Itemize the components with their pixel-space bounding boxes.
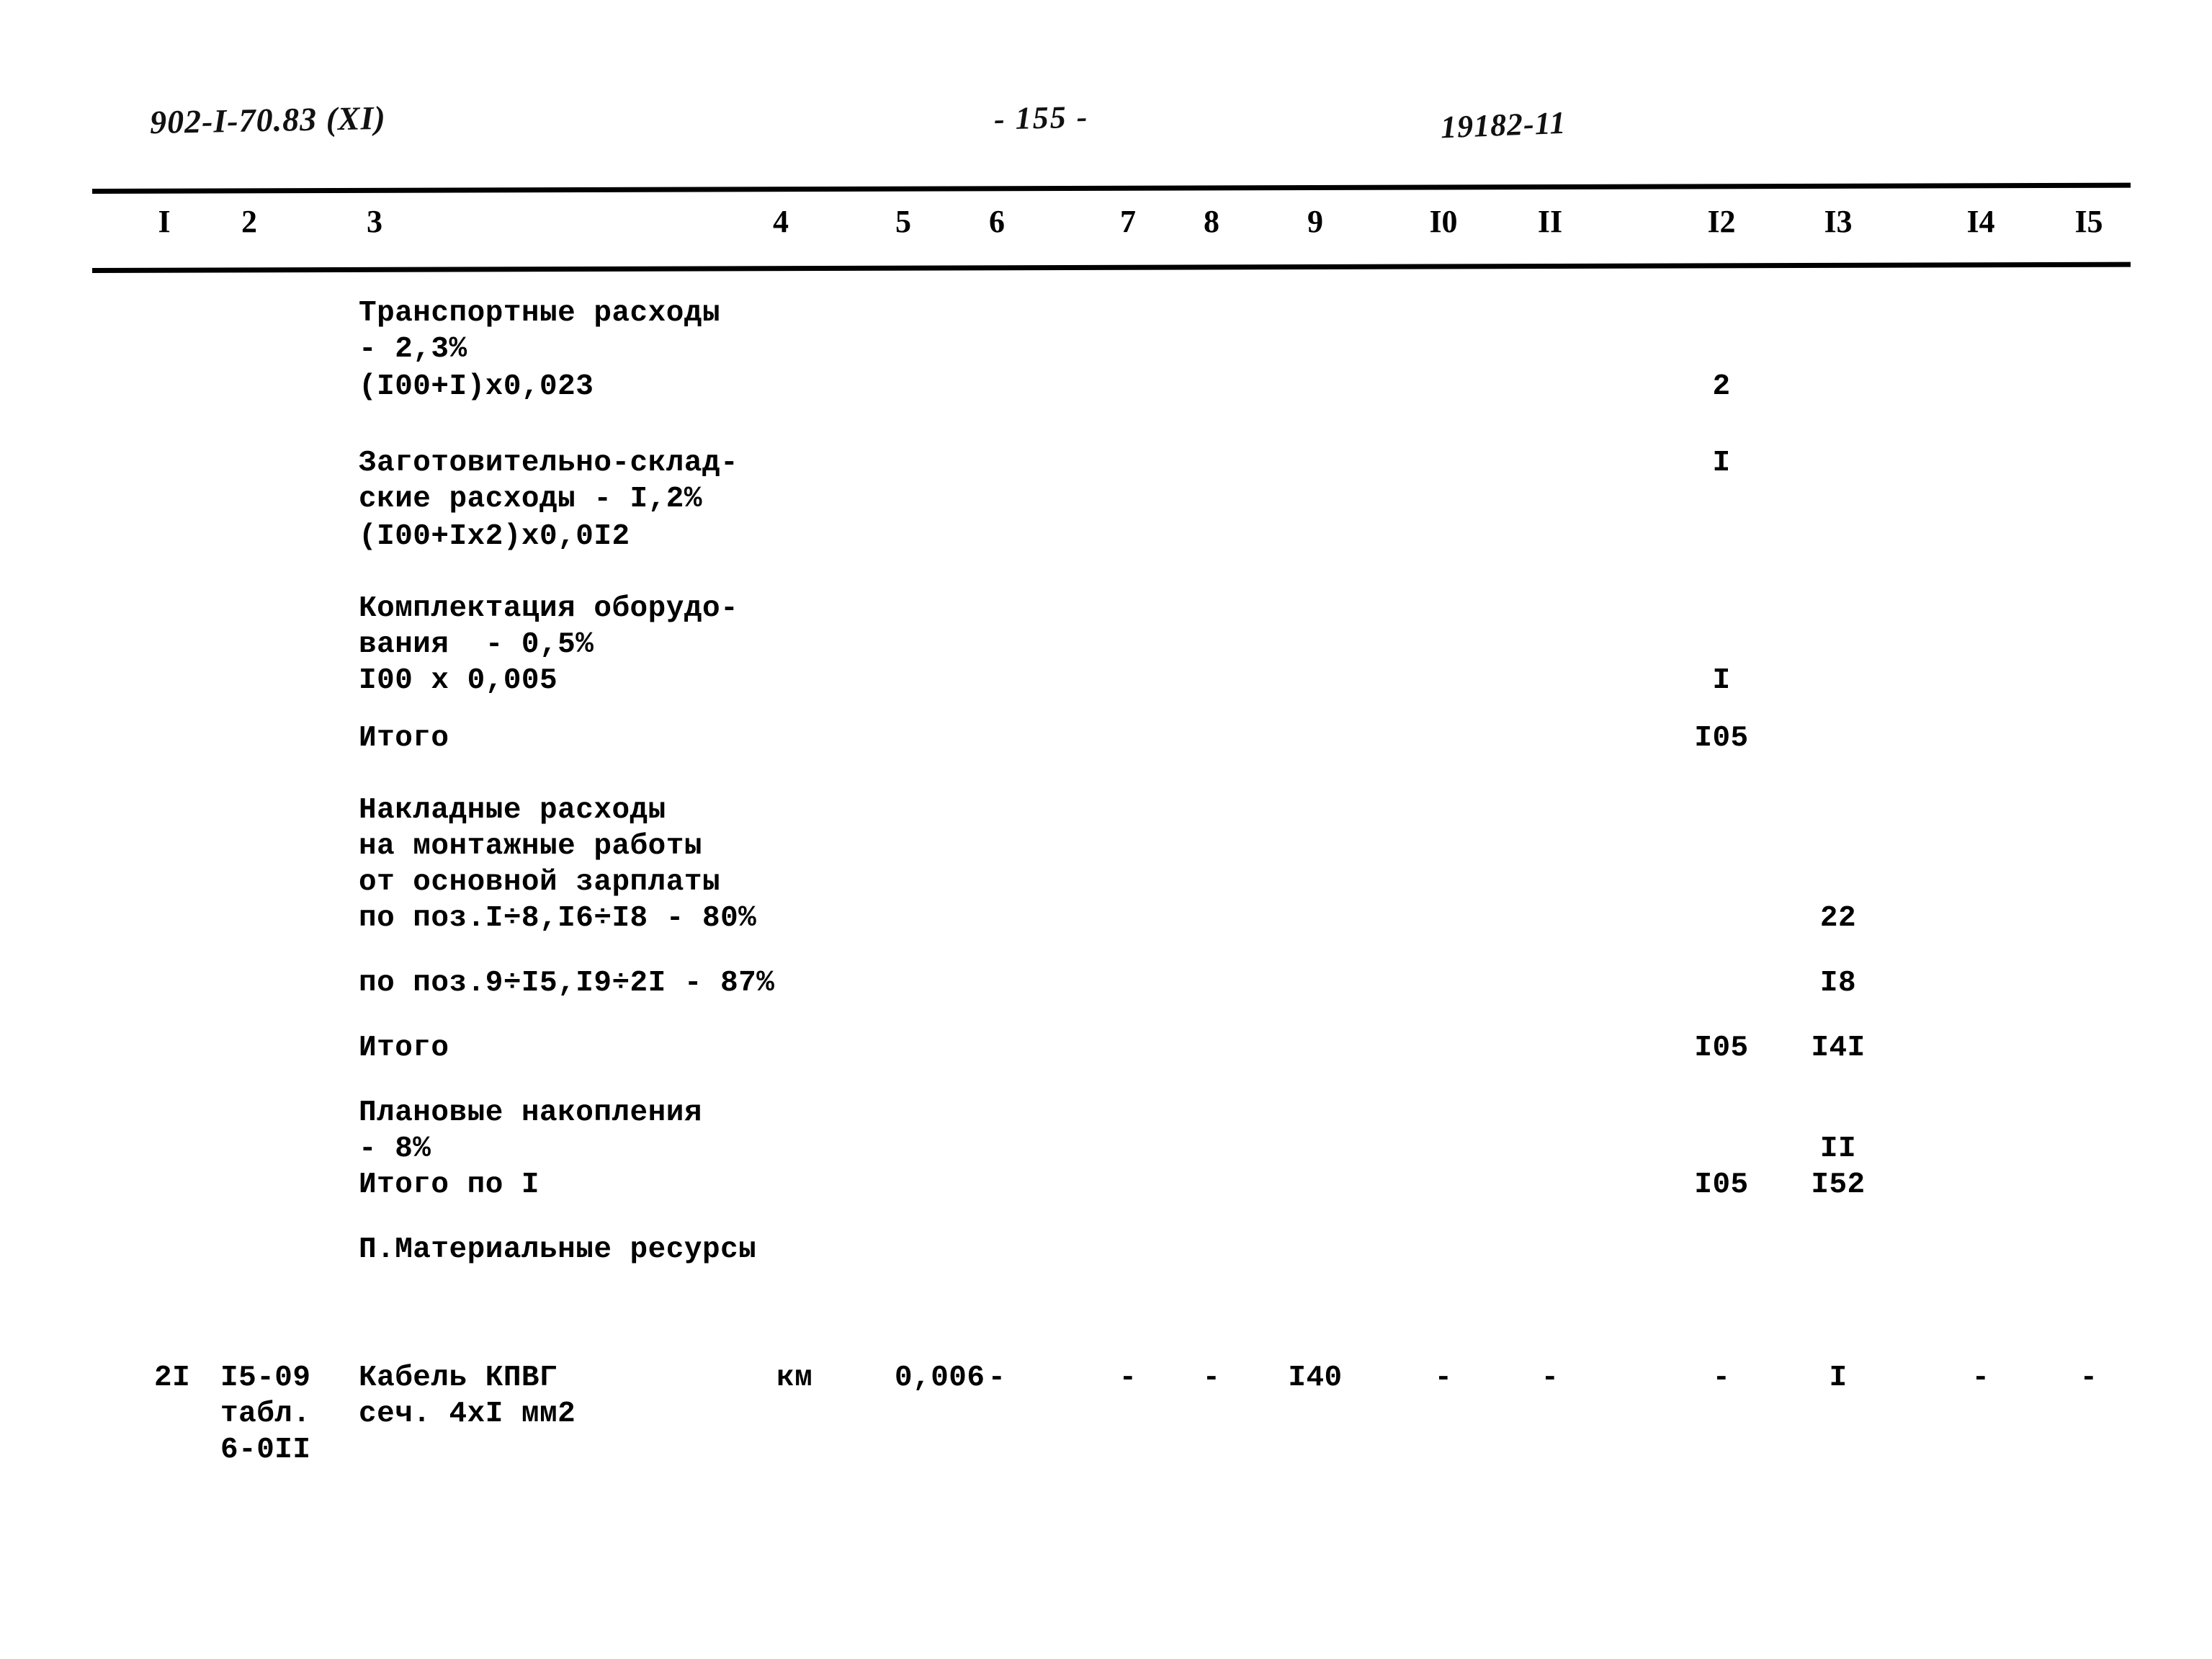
row-value-subtotal-2-col12: I05: [1694, 1032, 1749, 1065]
document-code-stamp: 902-I-70.83 (XI): [149, 99, 387, 141]
row-value-planned-savings-col13: II: [1819, 1132, 1857, 1166]
column-header-10: I0: [1429, 204, 1458, 239]
row-description-overhead-costs-87: по поз.9÷I5,I9÷2I - 87%: [359, 967, 775, 1000]
column-header-13: I3: [1824, 204, 1853, 239]
row-description-equipment-completion: Комплектация оборудо- вания - 0,5%: [359, 592, 739, 661]
material-row-col9: I40: [1288, 1361, 1343, 1395]
row-value-total-section-1-col12: I05: [1694, 1168, 1749, 1202]
row-description-subtotal-2: Итого: [359, 1032, 449, 1065]
row-description-planned-savings: Плановые накопления - 8%: [359, 1096, 702, 1166]
material-row-col7: -: [1119, 1361, 1137, 1395]
row-value-overhead-costs-col13: 22: [1819, 902, 1857, 935]
row-description-equipment-completion-formula: I00 x 0,005: [359, 664, 558, 697]
column-header-8: 8: [1204, 204, 1219, 239]
row-description-transport-costs-formula: (I00+I)x0,023: [359, 370, 594, 403]
material-row-col6: -: [988, 1361, 1006, 1395]
material-row-description: Кабель КПВГ сеч. 4xI мм2: [359, 1361, 576, 1431]
material-row-col15: -: [2079, 1361, 2098, 1395]
column-header-3: 3: [367, 204, 382, 239]
material-row-position: 2I: [154, 1361, 191, 1395]
column-header-15: I5: [2074, 204, 2103, 239]
material-row-code: I5-09 табл. 6-0II: [220, 1361, 311, 1467]
row-value-equipment-completion-formula-col12: I: [1712, 664, 1731, 697]
material-row-col8: -: [1202, 1361, 1221, 1395]
material-row-col10: -: [1434, 1361, 1453, 1395]
row-value-procurement-storage-costs-col12: I: [1712, 447, 1731, 480]
column-header-2: 2: [241, 204, 257, 239]
row-description-section-2-title: П.Материальные ресурсы: [359, 1233, 757, 1266]
column-header-7: 7: [1120, 204, 1136, 239]
row-value-overhead-costs-87-col13: I8: [1819, 967, 1857, 1000]
column-header-5: 5: [895, 204, 911, 239]
scan-annotation-stamp: 19182-11: [1440, 104, 1567, 146]
material-row-col12: -: [1712, 1361, 1731, 1395]
row-description-procurement-storage-costs: Заготовительно-склад- ские расходы - I,2…: [359, 447, 739, 516]
row-description-total-section-1: Итого по I: [359, 1168, 540, 1202]
column-header-1: I: [158, 204, 171, 239]
table-header-bottom-rule: [91, 261, 2131, 273]
column-header-11: II: [1537, 204, 1563, 239]
row-value-subtotal-2-col13: I4I: [1811, 1032, 1866, 1065]
column-header-4: 4: [773, 204, 789, 239]
material-row-col13: I: [1829, 1361, 1848, 1395]
table-top-rule: [91, 182, 2131, 194]
material-row-unit: км: [776, 1361, 813, 1395]
row-description-overhead-costs: Накладные расходы на монтажные работы от…: [359, 794, 757, 935]
page-number-stamp: - 155 -: [993, 99, 1089, 137]
row-description-transport-costs: Транспортные расходы - 2,3%: [359, 297, 721, 366]
row-value-subtotal-1-col12: I05: [1694, 722, 1749, 755]
row-value-total-section-1-col13: I52: [1811, 1168, 1866, 1202]
row-description-subtotal-1: Итого: [359, 722, 449, 755]
material-row-quantity: 0,006: [895, 1361, 985, 1395]
column-header-9: 9: [1307, 204, 1323, 239]
material-row-col14: -: [1971, 1361, 1990, 1395]
column-header-6: 6: [989, 204, 1005, 239]
material-row-col11: -: [1541, 1361, 1559, 1395]
row-description-procurement-storage-formula: (I00+Ix2)x0,0I2: [359, 520, 630, 553]
column-header-14: I4: [1966, 204, 1995, 239]
row-value-transport-costs-formula-col12: 2: [1712, 370, 1731, 403]
column-header-12: I2: [1707, 204, 1736, 239]
